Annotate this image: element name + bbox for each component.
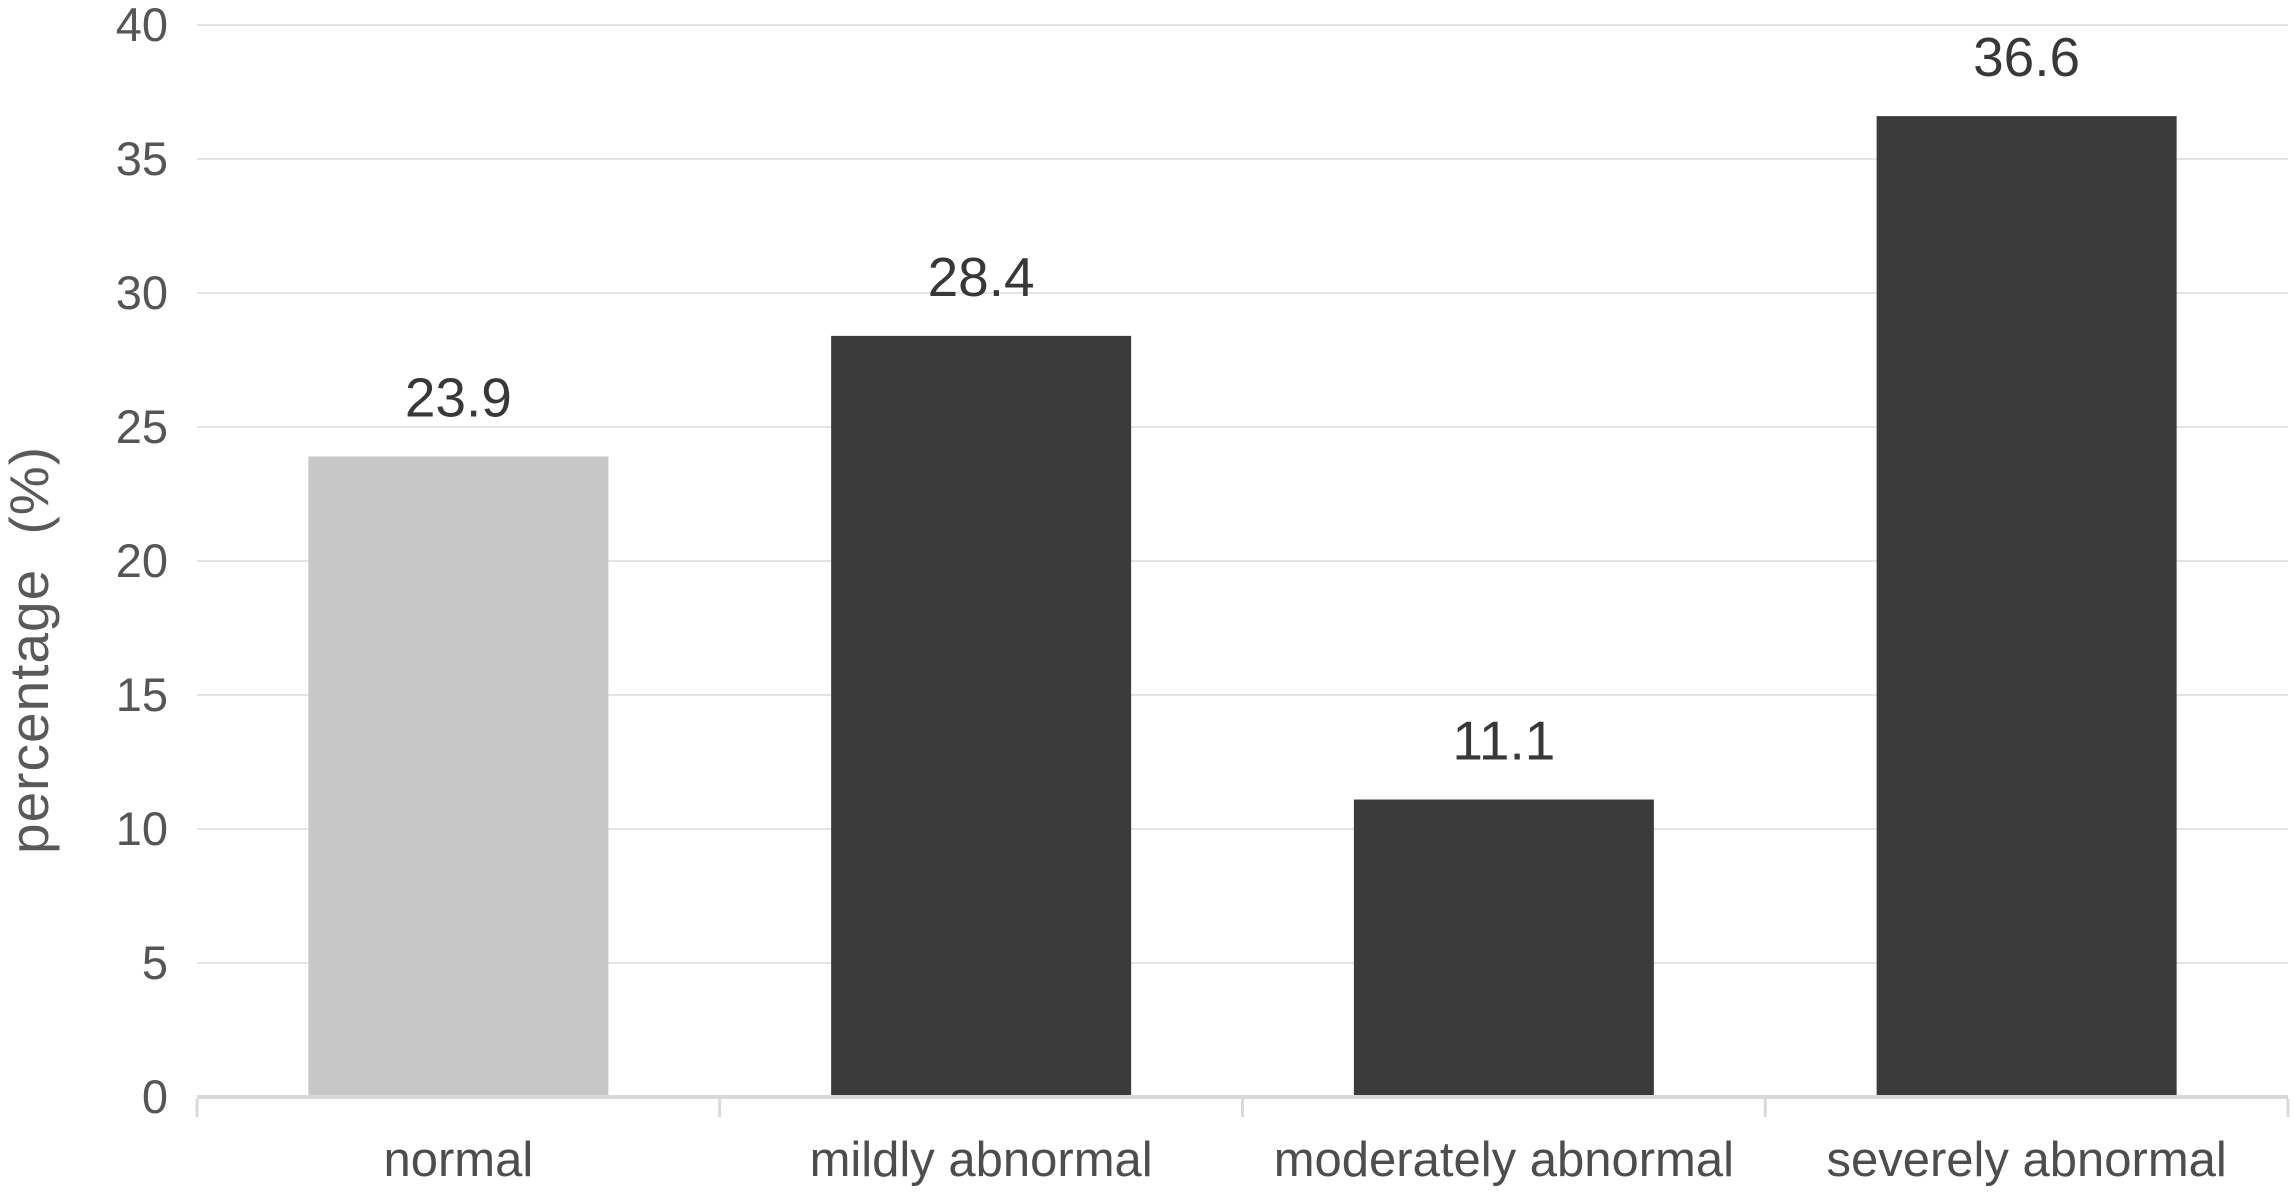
y-tick-label-0: 0 bbox=[142, 1070, 168, 1123]
y-tick-label-20: 20 bbox=[116, 534, 168, 587]
x-tick-labels: normal mildly abnormal moderately abnormal… bbox=[383, 1133, 2226, 1187]
x-tick-label-normal: normal bbox=[383, 1133, 533, 1187]
y-axis-title: percentage (%) bbox=[0, 446, 60, 854]
bar-moderately-abnormal bbox=[1353, 799, 1654, 1097]
y-tick-label-35: 35 bbox=[116, 132, 168, 185]
y-tick-label-5: 5 bbox=[142, 936, 168, 989]
y-tick-label-40: 40 bbox=[116, 0, 168, 51]
bar-normal bbox=[308, 456, 609, 1098]
x-tick-label-severely-abnormal: severely abnormal bbox=[1826, 1133, 2226, 1187]
value-label-normal: 23.9 bbox=[405, 366, 512, 428]
y-tick-label-30: 30 bbox=[116, 266, 168, 319]
bars bbox=[308, 116, 2177, 1098]
bar-severely-abnormal bbox=[1876, 116, 2177, 1098]
bar-mildly-abnormal bbox=[831, 335, 1132, 1097]
value-labels: 23.9 28.4 11.1 36.6 bbox=[405, 26, 2080, 771]
value-label-moderately-abnormal: 11.1 bbox=[1452, 710, 1555, 772]
x-tick-label-moderately-abnormal: moderately abnormal bbox=[1274, 1133, 1734, 1187]
y-tick-label-10: 10 bbox=[116, 802, 168, 855]
x-tick-label-mildly-abnormal: mildly abnormal bbox=[810, 1133, 1153, 1187]
x-axis-line bbox=[195, 1095, 2290, 1117]
value-label-mildly-abnormal: 28.4 bbox=[928, 246, 1035, 308]
y-tick-label-15: 15 bbox=[116, 668, 168, 721]
y-tick-label-25: 25 bbox=[116, 400, 168, 453]
value-label-severely-abnormal: 36.6 bbox=[1973, 26, 2080, 88]
y-tick-labels: 0 5 10 15 20 25 30 35 40 bbox=[116, 0, 168, 1123]
